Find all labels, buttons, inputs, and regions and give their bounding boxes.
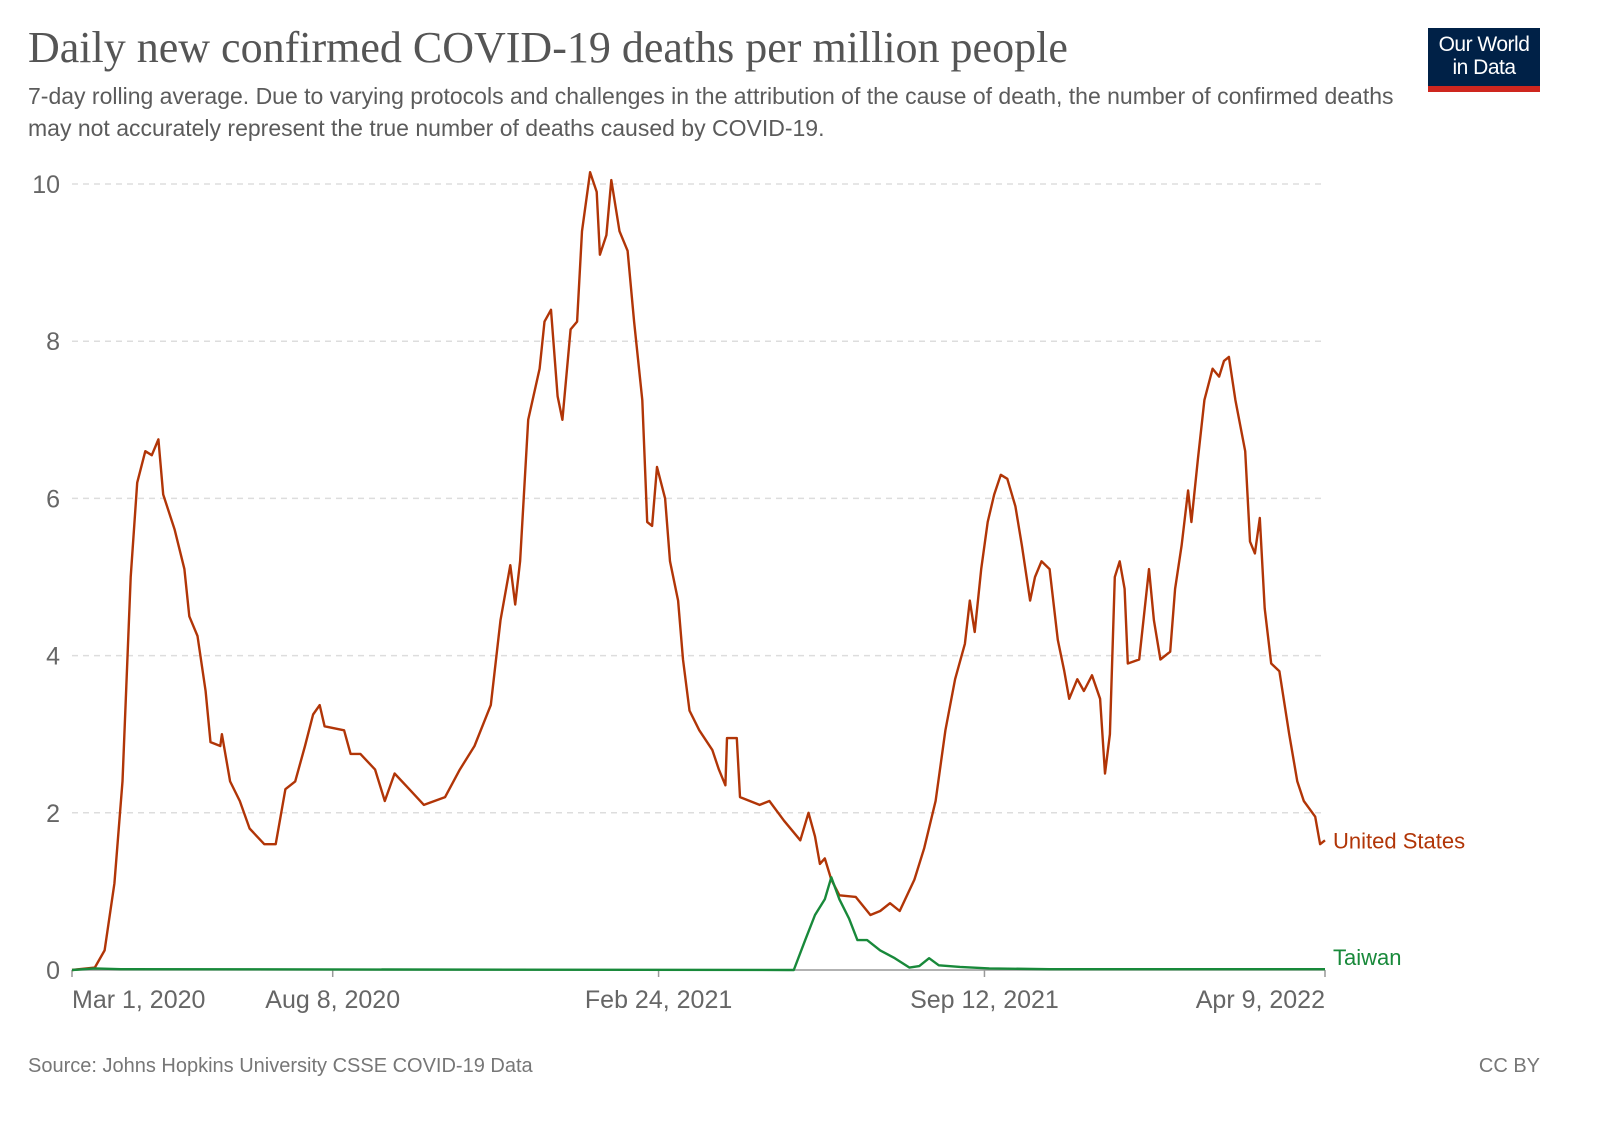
- series-label: Taiwan: [1333, 945, 1401, 970]
- owid-logo[interactable]: Our World in Data: [1428, 28, 1540, 92]
- y-tick-label: 6: [46, 485, 60, 513]
- license-note[interactable]: CC BY: [1478, 1055, 1540, 1077]
- source-note[interactable]: Source: Johns Hopkins University CSSE CO…: [28, 1055, 533, 1077]
- series-label: United States: [1333, 828, 1465, 853]
- y-tick-label: 2: [46, 800, 60, 828]
- y-tick-label: 8: [46, 328, 60, 356]
- y-tick-label: 0: [46, 957, 60, 985]
- logo-line2: in Data: [1452, 56, 1516, 79]
- logo-line1: Our World: [1438, 33, 1530, 56]
- y-tick-label: 10: [32, 171, 60, 199]
- series-line-taiwan: [71, 876, 1325, 972]
- chart-subtitle: 7-day rolling average. Due to varying pr…: [28, 83, 1394, 141]
- series-line-united-states: [71, 171, 1326, 972]
- x-tick-label: Aug 8, 2020: [265, 986, 400, 1014]
- x-tick-label: Mar 1, 2020: [72, 986, 205, 1014]
- x-tick-label: Apr 9, 2022: [1196, 986, 1325, 1014]
- x-tick-label: Feb 24, 2021: [585, 986, 732, 1014]
- x-tick-label: Sep 12, 2021: [910, 986, 1059, 1014]
- y-tick-label: 4: [46, 643, 60, 671]
- chart-title: Daily new confirmed COVID-19 deaths per …: [28, 23, 1068, 72]
